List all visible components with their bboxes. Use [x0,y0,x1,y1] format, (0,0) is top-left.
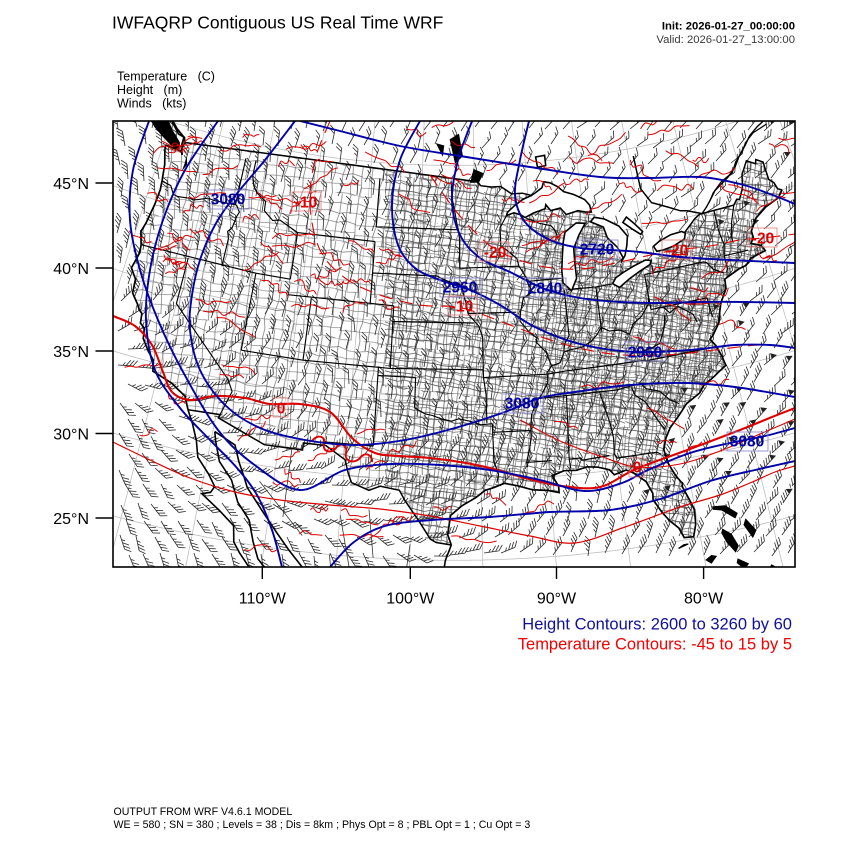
svg-text:3080: 3080 [211,191,245,208]
svg-text:-10: -10 [295,194,317,211]
svg-text:Temperature Contours: -45 to 1: Temperature Contours: -45 to 15 by 5 [518,636,792,654]
svg-text:3080: 3080 [505,395,539,412]
svg-text:-10: -10 [451,298,473,315]
svg-text:Height (m): Height (m) [117,83,182,97]
svg-text:OUTPUT FROM WRF V4.6.1 MODEL: OUTPUT FROM WRF V4.6.1 MODEL [114,806,293,818]
svg-text:Winds (kts): Winds (kts) [117,97,186,111]
svg-text:IWFAQRP Contiguous US Real Tim: IWFAQRP Contiguous US Real Time WRF [112,13,443,33]
svg-text:90°W: 90°W [537,591,577,608]
svg-text:45°N: 45°N [53,176,89,193]
svg-text:0: 0 [277,400,286,417]
svg-text:2840: 2840 [528,280,562,297]
svg-text:-20: -20 [752,230,774,247]
svg-text:2720: 2720 [580,241,614,258]
svg-text:35°N: 35°N [53,344,89,361]
svg-text:Valid: 2026-01-27_13:00:00: Valid: 2026-01-27_13:00:00 [656,34,795,46]
svg-text:100°W: 100°W [386,591,435,608]
svg-text:30°N: 30°N [53,426,89,443]
svg-text:25°N: 25°N [53,511,89,528]
svg-text:Height Contours: 2600 to 3260: Height Contours: 2600 to 3260 by 60 [522,616,792,634]
svg-text:2960: 2960 [443,279,477,296]
svg-text:2960: 2960 [628,344,662,361]
svg-text:3080: 3080 [730,433,764,450]
svg-text:80°W: 80°W [684,591,724,608]
svg-text:-20: -20 [666,242,688,259]
svg-text:110°W: 110°W [239,591,287,608]
svg-text:Temperature (C): Temperature (C) [117,70,215,84]
svg-text:Init: 2026-01-27_00:00:00: Init: 2026-01-27_00:00:00 [662,21,795,33]
svg-text:-20: -20 [484,244,506,261]
svg-text:40°N: 40°N [53,261,89,278]
svg-text:0: 0 [633,459,642,476]
svg-text:WE = 580 ; SN = 380 ; Levels =: WE = 580 ; SN = 380 ; Levels = 38 ; Dis … [114,819,531,831]
